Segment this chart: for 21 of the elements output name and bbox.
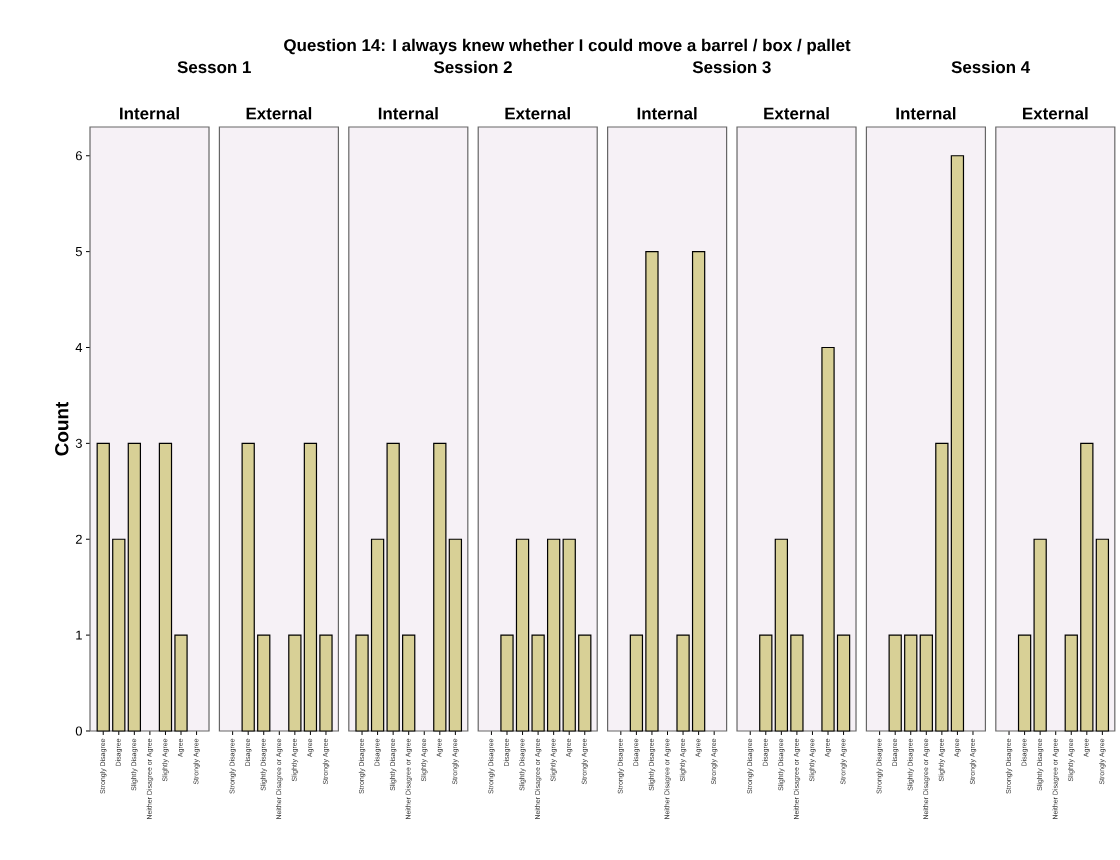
chart-title: Internal [378, 107, 438, 120]
chart-title: External [1023, 107, 1088, 120]
chart-subtitle: Session 4 [951, 60, 1031, 74]
chart-subtitle: Sesson 1 [177, 61, 251, 74]
y-axis-title: Count [55, 401, 69, 456]
y-tick-label: 3 [75, 438, 82, 448]
y-tick-label: 6 [75, 151, 82, 161]
chart-subtitle: Session 2 [433, 60, 512, 74]
chart-title: Internal [120, 107, 179, 120]
y-tick-label: 0 [75, 726, 82, 736]
y-tick-label: 2 [75, 534, 82, 544]
chart-title: External [505, 107, 570, 120]
y-tick-label: 5 [75, 247, 82, 257]
y-tick-label: 4 [75, 343, 83, 352]
chart-title: External [246, 107, 312, 120]
chart-title: Internal [896, 107, 956, 120]
chart-title: External [764, 107, 829, 120]
y-tick-label: 1 [76, 630, 82, 640]
chart-subtitle: Session 3 [692, 60, 771, 74]
chart-title: Internal [637, 107, 697, 120]
text: Question 14: I always knew whether I could move a barrel / box / pallet [284, 38, 851, 55]
